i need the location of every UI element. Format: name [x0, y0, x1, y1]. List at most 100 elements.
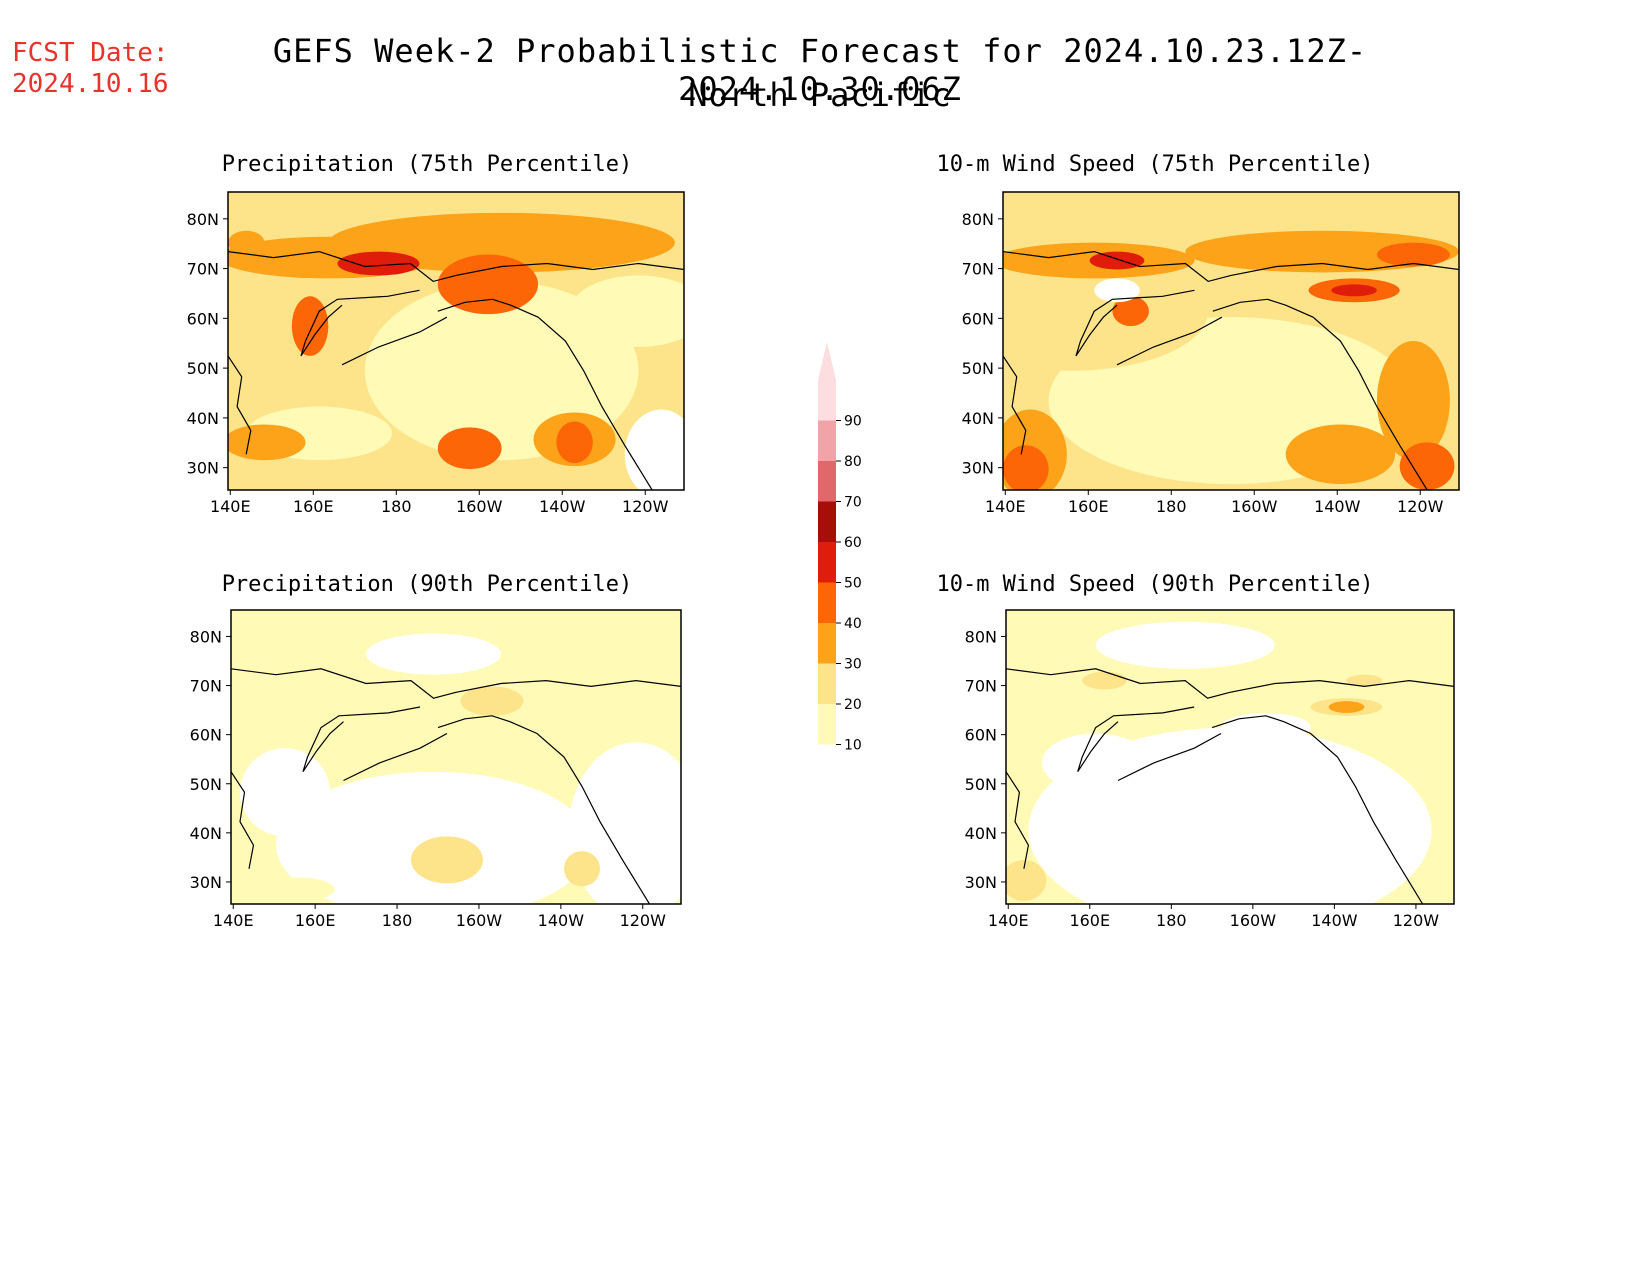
shaded-region — [1094, 278, 1140, 303]
coastline — [1003, 355, 1027, 455]
coastline — [343, 732, 448, 782]
lon-tick-label: 160E — [1068, 497, 1109, 516]
panel-title-precip-90: Precipitation (90th Percentile) — [221, 572, 633, 597]
map-wind-90 — [1001, 609, 1455, 909]
shaded-region — [460, 686, 524, 716]
lat-tick-label: 50N — [965, 775, 997, 794]
coastline — [1006, 771, 1030, 869]
colorbar-swatch — [818, 420, 836, 461]
colorbar-swatch — [818, 501, 836, 542]
shaded-region — [228, 424, 306, 461]
shaded-region — [1003, 251, 1209, 371]
colorbar-bottom-arrow — [818, 744, 836, 783]
shaded-region — [437, 254, 539, 315]
lon-tick-label: 160W — [1231, 497, 1278, 516]
colorbar-swatch — [818, 663, 836, 704]
shaded-region — [276, 771, 591, 904]
lon-tick-label: 120W — [1393, 911, 1440, 930]
lat-tick-label: 80N — [190, 627, 222, 646]
lon-tick-label: 160W — [1230, 911, 1277, 930]
lat-tick-label: 80N — [965, 627, 997, 646]
map-frame — [1002, 191, 1460, 491]
colorbar-label: 90 — [844, 414, 862, 430]
page-subtitle: North Pacific — [688, 76, 952, 114]
lon-tick-label: 160E — [295, 911, 336, 930]
shaded-region — [1376, 341, 1450, 461]
coastline — [437, 715, 651, 904]
lon-tick-label: 140E — [988, 911, 1029, 930]
shaded-region — [228, 230, 265, 255]
lon-tick-label: 180 — [382, 911, 413, 930]
shaded-region — [1041, 733, 1150, 793]
colorbar-swatch — [818, 704, 836, 745]
shaded-region — [570, 275, 684, 347]
shaded-region — [1221, 712, 1311, 743]
colorbar-swatch — [818, 380, 836, 421]
coastline — [1077, 706, 1195, 773]
coastline — [300, 289, 420, 357]
lat-tick-label: 40N — [962, 409, 994, 428]
lon-tick-label: 140E — [213, 911, 254, 930]
lat-tick-label: 60N — [187, 309, 219, 328]
map-frame — [227, 191, 685, 491]
colorbar-swatch — [818, 542, 836, 583]
lon-tick-label: 140E — [210, 497, 251, 516]
shaded-region — [240, 748, 330, 837]
colorbar-swatch — [818, 582, 836, 623]
shaded-region — [1089, 251, 1145, 270]
shaded-region — [291, 296, 329, 356]
map-wind-75 — [998, 191, 1460, 495]
colorbar-swatch — [818, 623, 836, 664]
coastline — [1117, 732, 1222, 782]
coastline — [1006, 668, 1454, 699]
panel-title-wind-90: 10-m Wind Speed (90th Percentile) — [936, 572, 1374, 597]
lat-tick-label: 40N — [187, 409, 219, 428]
shaded-region — [1376, 242, 1450, 267]
page-title: GEFS Week-2 Probabilistic Forecast for 2… — [272, 32, 1368, 108]
lat-tick-label: 70N — [190, 677, 222, 696]
colorbar-swatch — [818, 461, 836, 502]
coastline — [1075, 289, 1195, 357]
shaded-region — [1112, 296, 1149, 327]
lat-tick-label: 60N — [965, 726, 997, 745]
shaded-region — [337, 251, 420, 276]
lon-tick-label: 140W — [539, 497, 586, 516]
shaded-region — [568, 742, 681, 904]
lat-tick-label: 30N — [962, 459, 994, 478]
lat-tick-label: 50N — [190, 775, 222, 794]
shaded-region — [437, 427, 502, 470]
lon-tick-label: 140W — [538, 911, 585, 930]
lat-tick-label: 40N — [965, 824, 997, 843]
lat-tick-label: 30N — [190, 873, 222, 892]
shaded-region — [366, 633, 501, 675]
shaded-region — [1095, 621, 1275, 669]
shaded-region — [1285, 424, 1396, 485]
colorbar — [818, 342, 841, 783]
shaded-region — [1328, 701, 1365, 713]
shaded-region — [556, 421, 593, 464]
coastline — [1003, 250, 1459, 283]
lon-tick-label: 120W — [1397, 497, 1444, 516]
coastline — [1212, 298, 1428, 490]
coastline — [437, 298, 653, 490]
lon-tick-label: 160E — [293, 497, 334, 516]
forecast-date-label: FCST Date: 2024.10.16 — [12, 38, 169, 100]
colorbar-top-arrow — [818, 342, 836, 380]
coastline — [302, 706, 421, 773]
map-frame — [1005, 609, 1455, 905]
lat-tick-label: 50N — [962, 359, 994, 378]
coastline — [228, 250, 684, 283]
lat-tick-label: 30N — [965, 873, 997, 892]
map-frame — [230, 609, 682, 905]
coastline — [1211, 715, 1424, 904]
colorbar-label: 40 — [844, 616, 862, 632]
shaded-region — [1346, 674, 1383, 687]
lat-tick-label: 70N — [965, 677, 997, 696]
panel-title-precip-75: Precipitation (75th Percentile) — [221, 152, 633, 177]
shaded-region — [1399, 442, 1455, 490]
shaded-region — [1006, 859, 1047, 902]
lat-tick-label: 80N — [962, 210, 994, 229]
colorbar-label: 60 — [844, 535, 862, 551]
coastline — [228, 355, 252, 455]
shaded-region — [624, 409, 684, 490]
